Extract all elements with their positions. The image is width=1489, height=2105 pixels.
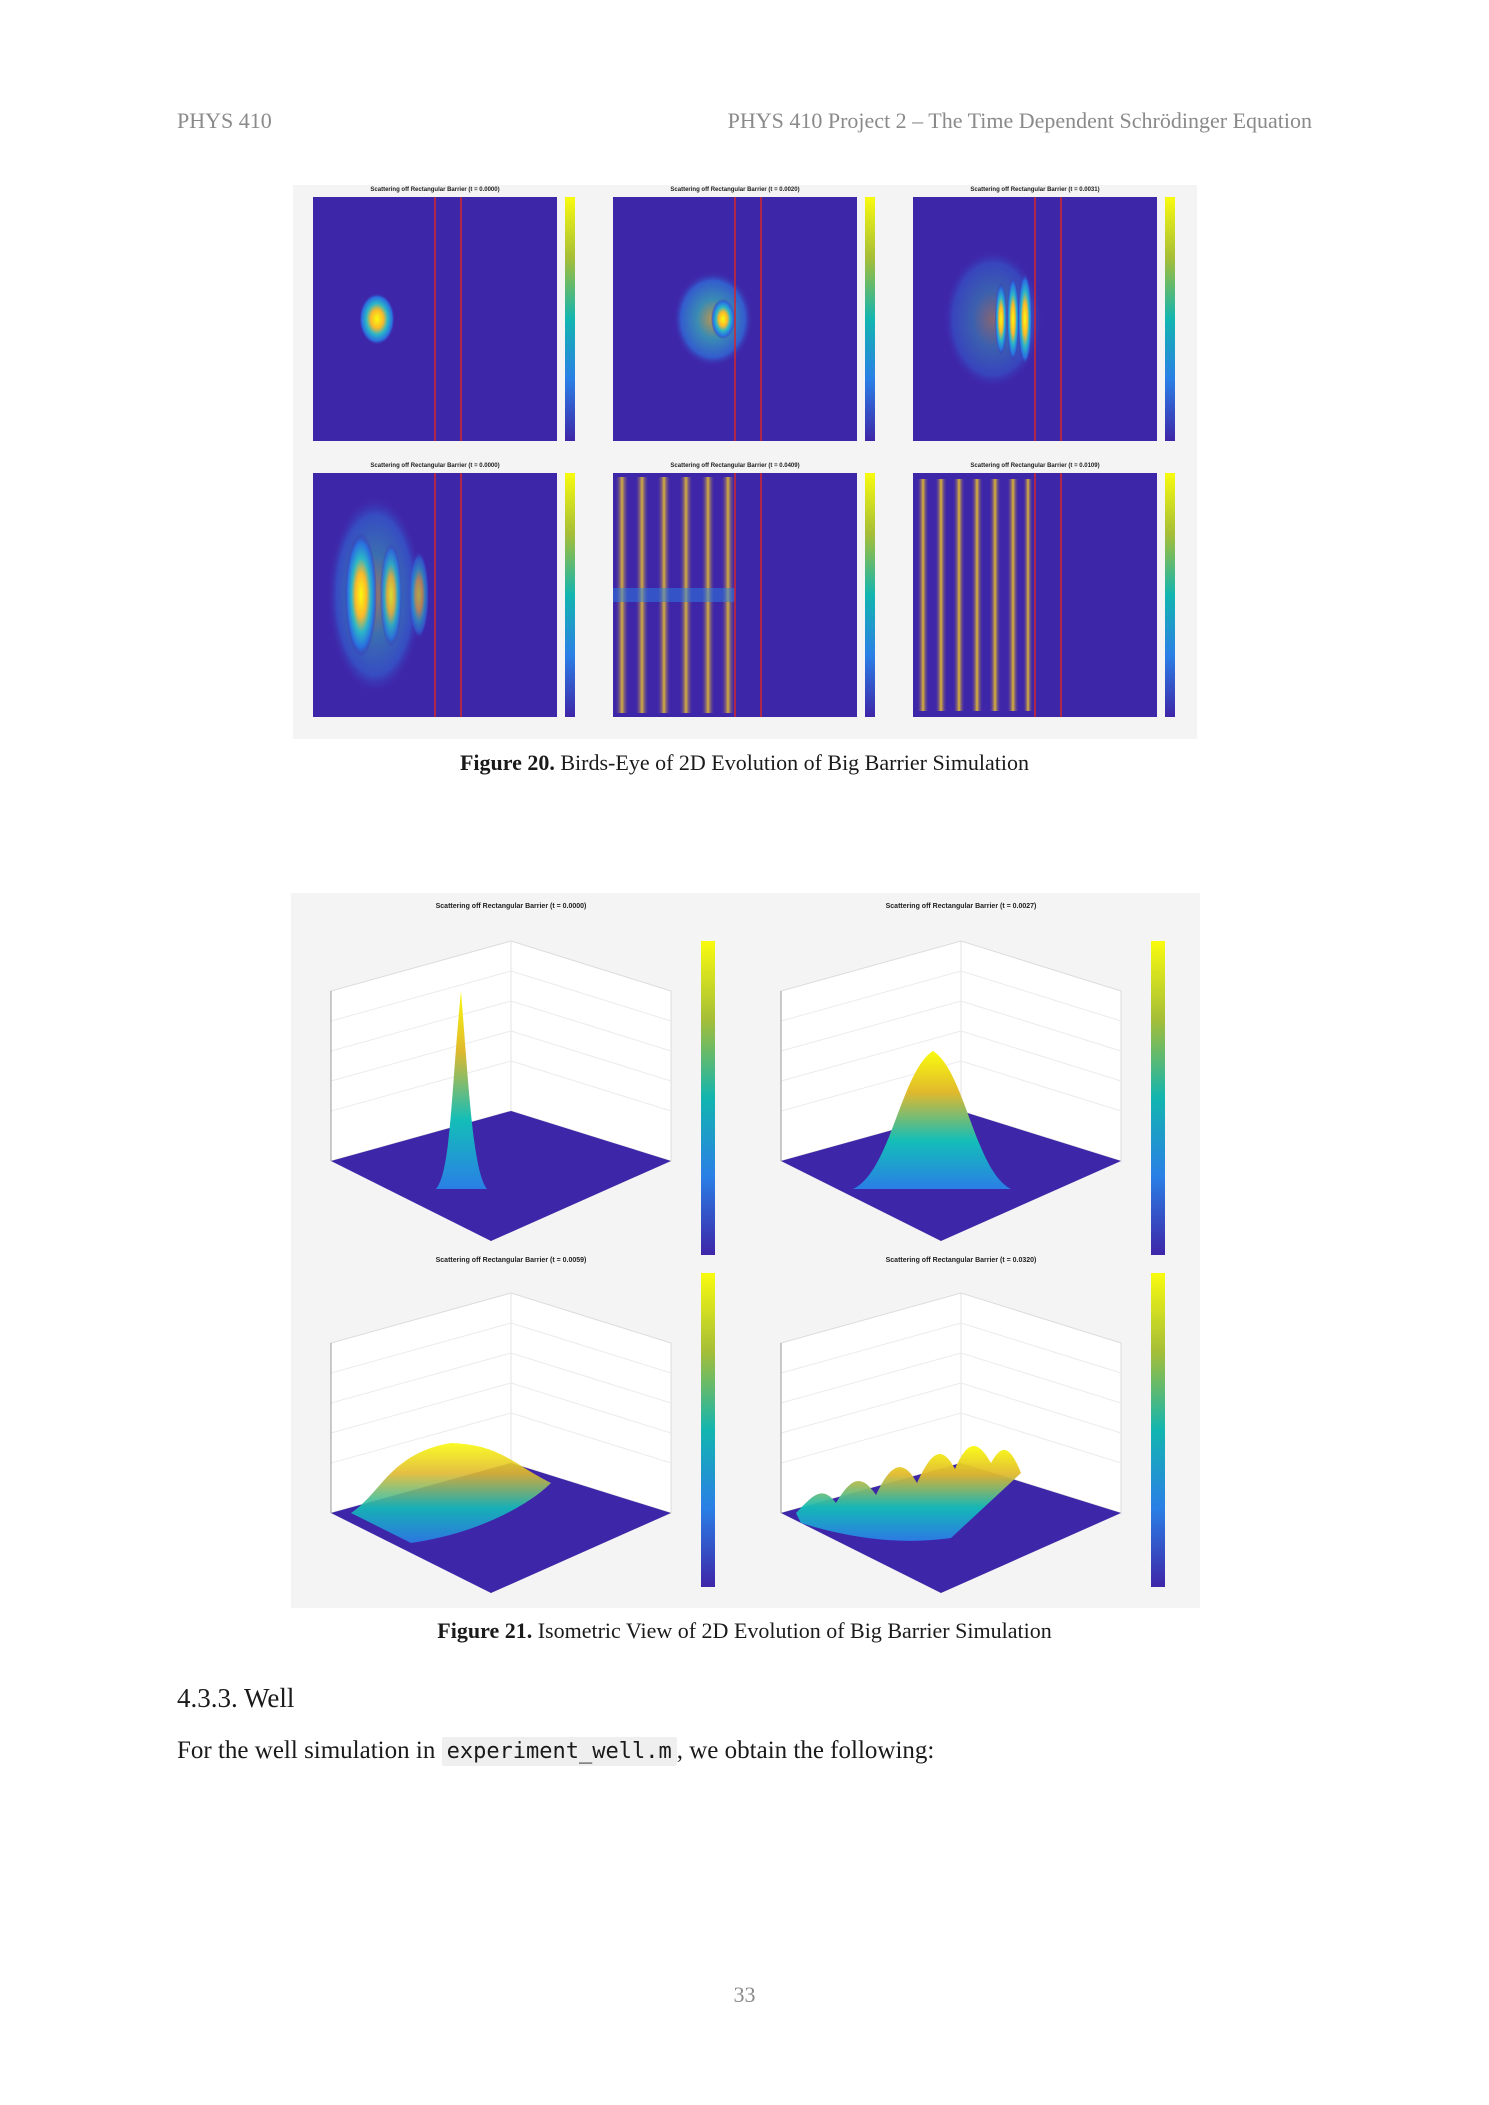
- surface-title-1: Scattering off Rectangular Barrier (t = …: [435, 903, 587, 910]
- heatmap-panel-1: [313, 197, 575, 441]
- figure-20-image: Scattering off Rectangular Barrier (t = …: [293, 185, 1197, 739]
- figure-21-image: Scattering off Rectangular Barrier (t = …: [291, 893, 1200, 1608]
- subsection-heading: 4.3.3. Well: [177, 1683, 295, 1713]
- running-header-right: PHYS 410 Project 2 – The Time Dependent …: [727, 108, 1312, 133]
- heatmap-panel-5: [613, 473, 875, 717]
- running-header-left: PHYS 410: [177, 108, 272, 133]
- figure-20-caption: Figure 20. Birds-Eye of 2D Evolution of …: [0, 750, 1489, 776]
- paragraph-text-before: For the well simulation in: [177, 1737, 436, 1764]
- page-number: 33: [733, 1982, 756, 2007]
- heatmap-title-3: Scattering off Rectangular Barrier (t = …: [970, 187, 1100, 193]
- paragraph-text-after: , we obtain the following:: [676, 1737, 935, 1764]
- surface-panel-1: [330, 940, 715, 1255]
- heatmap-panel-3: [913, 197, 1175, 441]
- figure-20-label: Figure 20.: [459, 750, 555, 775]
- surface-panel-4: [780, 1273, 1165, 1594]
- heatmap-title-6: Scattering off Rectangular Barrier (t = …: [970, 463, 1100, 469]
- figure-20-caption-text: Birds-Eye of 2D Evolution of Big Barrier…: [560, 750, 1030, 775]
- surface-panel-2: [780, 940, 1165, 1255]
- heatmap-title-4: Scattering off Rectangular Barrier (t = …: [370, 463, 500, 469]
- figure-20-svg: [313, 197, 1175, 717]
- figure-21-caption: Figure 21. Isometric View of 2D Evolutio…: [0, 1618, 1489, 1644]
- surface-title-4: Scattering off Rectangular Barrier (t = …: [885, 1257, 1037, 1264]
- surface-title-2: Scattering off Rectangular Barrier (t = …: [885, 903, 1037, 910]
- heatmap-title-1: Scattering off Rectangular Barrier (t = …: [370, 187, 500, 193]
- heatmap-panel-4: [313, 473, 575, 717]
- heatmap-title-5: Scattering off Rectangular Barrier (t = …: [670, 463, 800, 469]
- figure-21-svg: [330, 940, 1165, 1594]
- inline-code: experiment_well.m: [441, 1737, 677, 1766]
- heatmap-panel-6: [913, 473, 1175, 717]
- heatmap-title-2: Scattering off Rectangular Barrier (t = …: [670, 187, 800, 193]
- paragraph: For the well simulation in experiment_we…: [177, 1737, 935, 1766]
- figure-21-caption-text: Isometric View of 2D Evolution of Big Ba…: [537, 1618, 1052, 1643]
- surface-title-3: Scattering off Rectangular Barrier (t = …: [435, 1257, 587, 1264]
- surface-panel-3: [330, 1273, 715, 1594]
- figure-21-label: Figure 21.: [437, 1618, 533, 1643]
- heatmap-panel-2: [613, 197, 875, 441]
